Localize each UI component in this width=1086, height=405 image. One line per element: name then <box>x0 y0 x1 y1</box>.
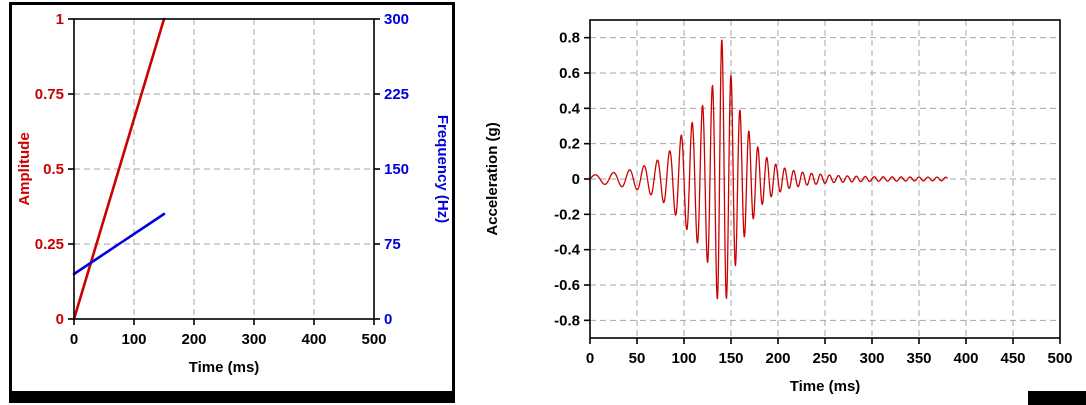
svg-text:100: 100 <box>121 331 146 348</box>
sweep-definition-chart: 0 100 200 300 400 500 Time (ms) 0 0.25 0.5 0.75 1 Am… <box>16 11 451 376</box>
svg-text:0: 0 <box>56 311 64 328</box>
acceleration-panel: 0 50 100 150 200 250 300 350 400 450 500 Time (ms) -… <box>480 0 1086 400</box>
svg-text:Acceleration (g): Acceleration (g) <box>484 122 501 235</box>
svg-text:400: 400 <box>953 350 978 367</box>
svg-text:Amplitude: Amplitude <box>16 132 33 205</box>
bottom-right-black-mark <box>1028 391 1086 405</box>
svg-text:500: 500 <box>361 331 386 348</box>
svg-text:-0.4: -0.4 <box>554 242 581 259</box>
svg-text:0.8: 0.8 <box>559 30 580 47</box>
svg-text:0: 0 <box>384 311 392 328</box>
svg-text:0: 0 <box>572 171 580 188</box>
svg-text:0.25: 0.25 <box>35 236 64 253</box>
svg-text:100: 100 <box>671 350 696 367</box>
svg-text:Time (ms): Time (ms) <box>189 359 260 376</box>
svg-text:0: 0 <box>586 350 594 367</box>
svg-text:1: 1 <box>56 11 64 28</box>
svg-text:300: 300 <box>859 350 884 367</box>
svg-text:150: 150 <box>718 350 743 367</box>
svg-text:225: 225 <box>384 86 409 103</box>
svg-text:300: 300 <box>241 331 266 348</box>
svg-text:-0.8: -0.8 <box>554 312 580 329</box>
svg-text:50: 50 <box>629 350 646 367</box>
svg-text:200: 200 <box>765 350 790 367</box>
svg-text:250: 250 <box>812 350 837 367</box>
svg-text:Time (ms): Time (ms) <box>790 378 861 395</box>
svg-text:200: 200 <box>181 331 206 348</box>
acceleration-chart: 0 50 100 150 200 250 300 350 400 450 500 Time (ms) -… <box>484 19 1073 395</box>
svg-text:0.6: 0.6 <box>559 65 580 82</box>
svg-text:500: 500 <box>1047 350 1072 367</box>
svg-text:Frequency (Hz): Frequency (Hz) <box>434 115 451 223</box>
svg-text:0.75: 0.75 <box>35 86 64 103</box>
svg-text:75: 75 <box>384 236 401 253</box>
svg-text:300: 300 <box>384 11 409 28</box>
svg-text:-0.2: -0.2 <box>554 206 580 223</box>
svg-text:0: 0 <box>70 331 78 348</box>
svg-text:150: 150 <box>384 161 409 178</box>
svg-text:0.4: 0.4 <box>559 100 581 117</box>
svg-text:0.2: 0.2 <box>559 136 580 153</box>
svg-text:450: 450 <box>1000 350 1025 367</box>
svg-text:-0.6: -0.6 <box>554 277 580 294</box>
svg-text:350: 350 <box>906 350 931 367</box>
sweep-definition-panel: 0 100 200 300 400 500 Time (ms) 0 0.25 0.5 0.75 1 Am… <box>9 2 455 403</box>
svg-text:400: 400 <box>301 331 326 348</box>
svg-text:0.5: 0.5 <box>43 161 64 178</box>
